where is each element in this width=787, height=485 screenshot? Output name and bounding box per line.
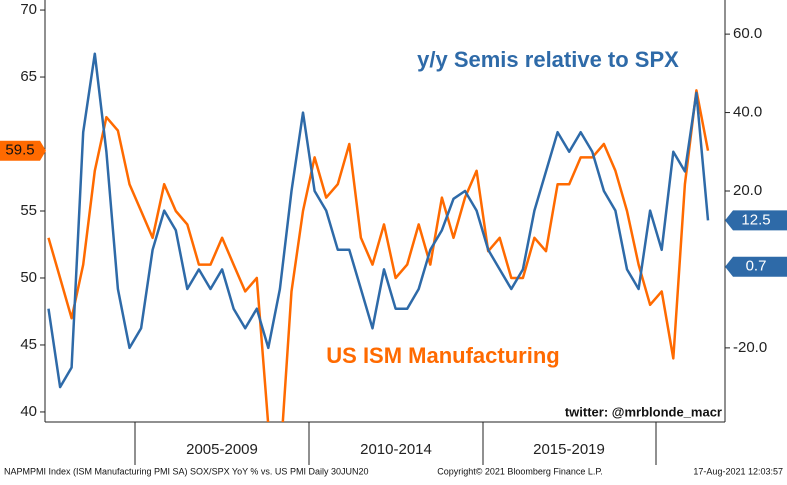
series-label: US ISM Manufacturing [326,343,559,368]
y-tick-label: 65 [20,68,37,85]
series-line [47,52,710,389]
y-tick-label: 55 [20,202,37,219]
series-line [47,89,710,422]
value-tag-label: 12.5 [741,211,770,228]
y-tick-label: 50 [20,269,37,286]
y-tick-label: 45 [20,336,37,353]
footer-copyright: Copyright© 2021 Bloomberg Finance L.P. [437,466,603,476]
y2-tick-label: 60.0 [733,25,762,42]
footer-source: NAPMPMI Index (ISM Manufacturing PMI SA)… [4,466,368,476]
y2-tick-label: 40.0 [733,104,762,121]
annotation: twitter: @mrblonde_macr [565,404,722,419]
value-tag [0,140,46,161]
plot-area [47,52,710,422]
value-tag [725,210,787,231]
value-tag [725,256,787,277]
period-label: 2010-2014 [360,441,432,458]
period-label: 2005-2009 [186,441,258,458]
period-label: 2015-2019 [533,441,605,458]
value-tag-label: 0.7 [746,258,767,275]
y2-tick-label: -20.0 [733,339,767,356]
chart-title: y/y Semis relative to SPX [417,47,679,72]
y-tick-label: 40 [20,403,37,420]
y-tick-label: 70 [20,1,37,18]
y2-tick-label: 20.0 [733,182,762,199]
footer-date: 17-Aug-2021 12:03:57 [693,466,783,476]
value-tag-label: 59.5 [5,142,34,159]
